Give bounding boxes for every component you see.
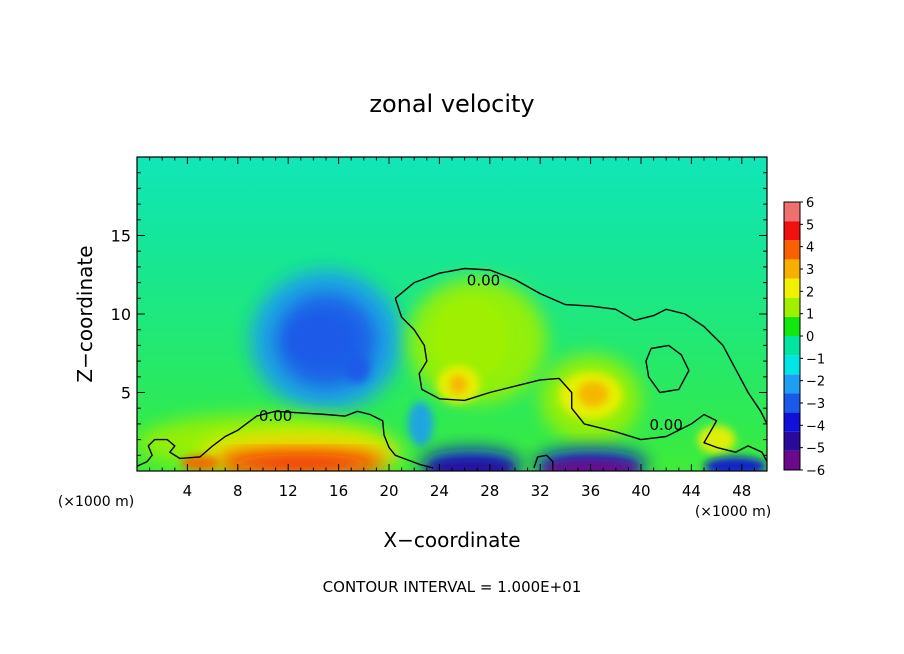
x-tick-label: 20 (379, 482, 398, 500)
field-feature-8 (218, 453, 383, 471)
x-tick-label: 44 (682, 482, 701, 500)
y-tick-label: 10 (111, 305, 131, 324)
colorbar-segment (784, 393, 800, 413)
colorbar-segment (784, 450, 800, 470)
x-axis-label: X−coordinate (383, 528, 520, 552)
colorbar-label: 2 (806, 285, 814, 300)
colorbar-segment (784, 336, 800, 356)
x-tick-label: 32 (531, 482, 550, 500)
zero-contour-3 (645, 344, 690, 394)
field-feature-16 (578, 381, 609, 407)
field-feature-17 (697, 425, 736, 454)
x-tick-label: 8 (233, 482, 243, 500)
field-feature-22 (704, 456, 767, 471)
contour-labels: 0.00 0.00 0.00 (259, 272, 683, 434)
zero-contour-4 (533, 454, 554, 469)
x-tick-label: 36 (581, 482, 600, 500)
colorbar-label: 1 (806, 308, 814, 323)
y-tick-label: 15 (111, 227, 131, 246)
chart-title: zonal velocity (369, 90, 534, 118)
colorbar-segment (784, 431, 800, 451)
x-unit-left: (×1000 m) (58, 494, 134, 510)
zero-contour-0 (394, 267, 767, 425)
y-tick-label: 5 (121, 384, 131, 403)
colorbar-label: −3 (806, 397, 825, 412)
colorbar-segment (784, 374, 800, 394)
colorbar-label: 0 (806, 330, 814, 345)
colorbar-label: −5 (806, 442, 825, 457)
y-axis-label: Z−coordinate (73, 245, 97, 382)
x-tick-label: 4 (183, 482, 193, 500)
field-feature-11 (433, 298, 509, 377)
colorbar-label: −6 (806, 464, 825, 479)
colorbar: 6 5 4 3 2 1 0 −1 −2 −3 −4 −5 −6 (783, 196, 825, 479)
y-axis-ticks: 5 10 15 (111, 172, 767, 456)
x-tick-label: 48 (732, 482, 751, 500)
x-tick-label: 24 (430, 482, 449, 500)
contour-label-0: 0.00 (467, 272, 500, 290)
zero-contour-1 (394, 298, 767, 462)
field-feature-4 (407, 401, 434, 446)
colorbar-segment (784, 240, 800, 260)
colorbar-segment (784, 412, 800, 432)
colorbar-segment (784, 316, 800, 336)
x-tick-label: 16 (329, 482, 348, 500)
x-axis-ticks: 4 8 12 16 20 24 28 32 36 40 44 48 (149, 157, 755, 500)
colorbar-segment (784, 259, 800, 279)
field-feature-3 (344, 354, 371, 384)
field-feature-2 (288, 315, 352, 363)
field-feature-9 (181, 455, 219, 471)
contour-interval-note: CONTOUR INTERVAL = 1.000E+01 (323, 578, 582, 596)
x-tick-label: 40 (631, 482, 650, 500)
colorbar-label: −4 (806, 419, 825, 434)
colorbar-segment (784, 297, 800, 317)
x-unit-right: (×1000 m) (695, 504, 771, 520)
colorbar-segment (784, 202, 800, 222)
contour-label-2: 0.00 (649, 416, 682, 434)
colorbar-segment (784, 221, 800, 241)
colorbar-segment (784, 278, 800, 298)
contour-label-1: 0.00 (259, 407, 292, 425)
colorbar-label: 4 (806, 241, 814, 256)
colorbar-segment (784, 355, 800, 375)
colorbar-label: −2 (806, 375, 825, 390)
colorbar-label: 5 (806, 218, 814, 233)
colorbar-label: −1 (806, 352, 825, 367)
field-feature-13 (449, 375, 468, 395)
x-tick-label: 28 (480, 482, 499, 500)
colorbar-label: 6 (806, 196, 814, 211)
field-feature-19 (426, 460, 515, 471)
zero-contour-2 (137, 410, 434, 469)
x-tick-label: 12 (279, 482, 298, 500)
colorbar-label: 3 (806, 263, 814, 278)
zero-contours (137, 267, 767, 469)
